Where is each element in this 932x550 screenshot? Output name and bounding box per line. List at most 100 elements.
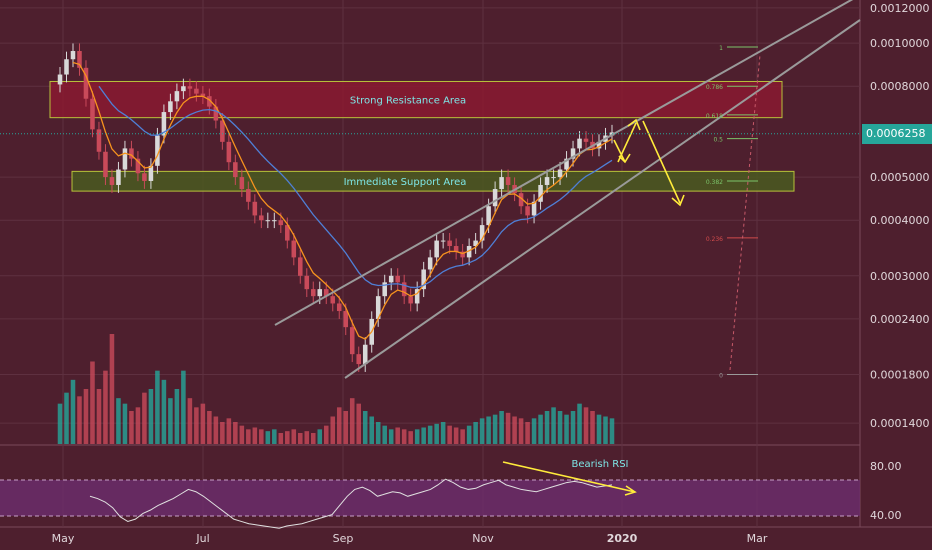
volume-bar [466, 425, 472, 444]
candle-body [103, 151, 108, 178]
candle-body [109, 177, 115, 185]
volume-bar [343, 411, 349, 444]
volume-bar [427, 425, 433, 444]
candle-body [388, 275, 394, 283]
price-tick-label: 0.0005000 [870, 171, 930, 184]
candle-body [57, 74, 63, 85]
volume-bar [544, 411, 550, 444]
time-tick-label: Jul [195, 532, 209, 545]
volume-bar [557, 411, 563, 444]
volume-bar [70, 379, 76, 444]
volume-bar [538, 414, 543, 444]
candle-body [401, 282, 407, 297]
candle-body [525, 206, 530, 216]
rsi-divergence-arrow [502, 461, 636, 493]
candle-body [64, 59, 69, 75]
volume-bar [499, 411, 504, 444]
time-tick-label: Sep [333, 532, 354, 545]
volume-bar [408, 431, 413, 444]
candle-body [207, 96, 212, 107]
volume-bar [278, 433, 284, 444]
candle-body [187, 86, 193, 89]
volume-bar [603, 416, 608, 444]
candle-body [259, 215, 264, 221]
volume-bar [473, 422, 478, 444]
resistance-label: Strong Resistance Area [350, 96, 466, 107]
price-tick-label: 0.0010000 [870, 37, 930, 50]
volume-bar [356, 403, 362, 444]
volume-bar [609, 418, 615, 444]
candle-body [194, 88, 199, 94]
volume-bar [505, 412, 511, 444]
candle-body [544, 177, 550, 185]
candle-body [382, 282, 387, 297]
candle-body [596, 141, 602, 149]
volume-bar [187, 398, 193, 444]
candle-body [356, 354, 362, 365]
candle-body [233, 162, 238, 178]
volume-bar [564, 414, 569, 444]
fib-level-label: 0.786 [706, 84, 723, 91]
volume-bar [207, 411, 212, 444]
volume-bar [174, 389, 180, 444]
volume-bar [369, 416, 374, 444]
candle-body [414, 289, 420, 304]
candle-body [174, 91, 180, 102]
candle-body [200, 93, 206, 97]
candle-body [213, 106, 219, 121]
volume-bar [583, 407, 589, 444]
volume-bar [90, 361, 95, 444]
candle-body [304, 275, 310, 290]
fib-level-label: 0 [719, 373, 723, 380]
volume-bar [512, 416, 517, 444]
candle-body [116, 169, 121, 185]
volume-bar [310, 433, 316, 444]
price-tick-label: 0.0012000 [870, 2, 930, 15]
wedge-upper-line [274, 0, 854, 326]
arrow-up [617, 122, 637, 163]
candle-body [278, 220, 284, 226]
candle-body [447, 240, 452, 247]
candle-body [427, 257, 433, 270]
volume-bar [142, 392, 147, 444]
volume-bar [181, 370, 186, 444]
volume-bar [77, 396, 82, 444]
volume-bar [83, 389, 89, 444]
volume-bar [304, 431, 310, 444]
rsi-line [89, 478, 613, 529]
candle-body [220, 120, 225, 142]
candle-body [330, 296, 336, 304]
volume-bar [246, 429, 251, 444]
volume-bar [122, 403, 128, 444]
candle-body [77, 51, 82, 68]
candle-body [155, 135, 160, 166]
volume-bar [116, 398, 121, 444]
candle-body [479, 225, 485, 241]
volume-bar [155, 370, 160, 444]
volume-bar [395, 427, 400, 444]
volume-bar [570, 411, 576, 444]
volume-bar [375, 422, 381, 444]
candle-body [168, 101, 173, 113]
rsi-tick-label: 40.00 [870, 509, 902, 522]
volume-bar [323, 425, 329, 444]
candle-body [349, 327, 355, 355]
candle-body [531, 201, 537, 216]
candle-body [557, 169, 563, 178]
volume-bar [291, 429, 297, 444]
volume-bar [551, 407, 556, 444]
volume-bar [590, 411, 595, 444]
candle-body [583, 138, 589, 142]
arrow-down-small-head [618, 153, 631, 164]
volume-bar [220, 422, 225, 444]
rsi-band [0, 480, 860, 516]
candle-body [83, 67, 89, 99]
volume-bar [135, 407, 141, 444]
volume-bar [161, 379, 167, 444]
fib-level-label: 0.618 [706, 113, 723, 120]
volume-bar [486, 416, 491, 444]
arrow-down-large [642, 120, 681, 204]
volume-bar [349, 398, 355, 444]
rsi-annotation-label: Bearish RSI [571, 459, 628, 470]
